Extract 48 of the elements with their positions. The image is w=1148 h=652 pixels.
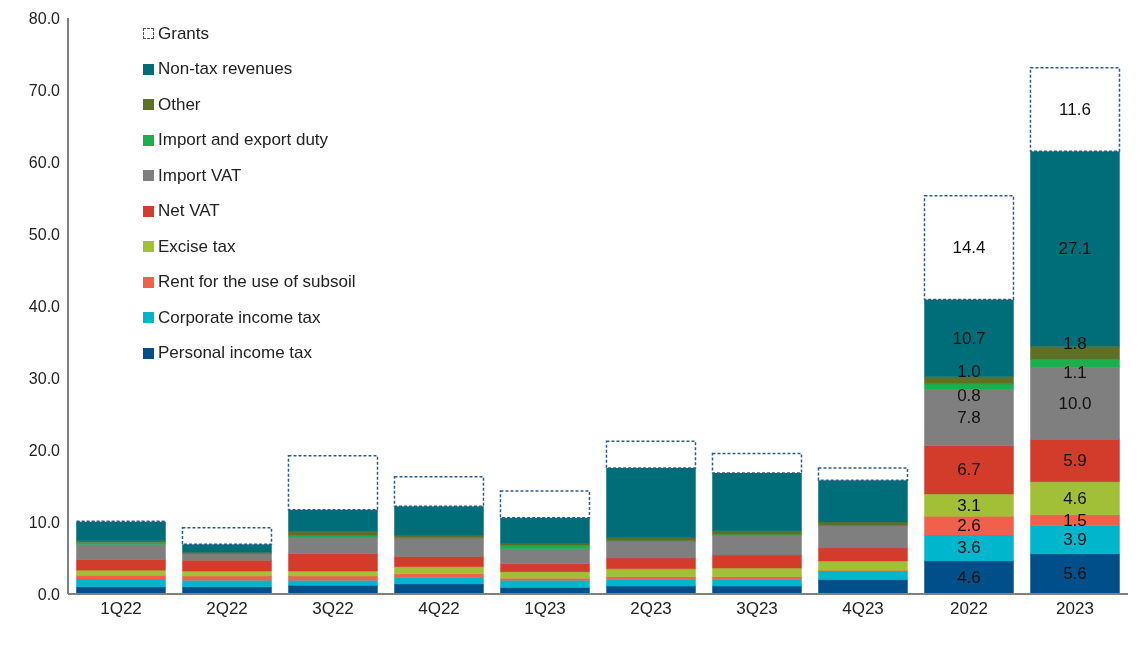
x-tick-label: 2022 [950, 599, 988, 619]
y-tick-label: 70.0 [28, 81, 61, 99]
x-tick-label: 4Q22 [418, 599, 460, 619]
data-label: 5.9 [1063, 450, 1087, 470]
data-label: 7.8 [957, 408, 981, 428]
data-label: 1.0 [957, 361, 981, 381]
x-tick-label: 1Q22 [100, 599, 142, 619]
legend-label: Import VAT [158, 165, 242, 186]
data-label: 4.6 [957, 567, 981, 587]
y-tick-label: 80.0 [28, 9, 61, 27]
x-tick-label: 1Q23 [524, 599, 566, 619]
x-tick-label: 2023 [1056, 599, 1094, 619]
data-label: 10.7 [952, 328, 986, 348]
data-label: 14.4 [952, 238, 986, 258]
legend-label: Rent for the use of subsoil [158, 272, 356, 293]
legend-label: Corporate income tax [158, 307, 321, 328]
x-tick-label: 2Q23 [630, 599, 672, 619]
x-tick-label: 3Q23 [736, 599, 778, 619]
y-tick-label: 20.0 [28, 441, 61, 459]
legend-label: Net VAT [158, 201, 220, 222]
y-tick-label: 10.0 [28, 513, 61, 531]
data-label: 5.6 [1063, 564, 1087, 584]
y-tick-label: 50.0 [28, 225, 61, 243]
y-tick-label: 30.0 [28, 369, 61, 387]
y-tick-label: 0.0 [37, 585, 61, 603]
data-label: 3.6 [957, 538, 981, 558]
y-tick-label: 60.0 [28, 153, 61, 171]
data-label: 2.6 [957, 516, 981, 536]
data-label: 11.6 [1059, 99, 1091, 119]
x-tick-label: 4Q23 [842, 599, 884, 619]
x-tick-label: 2Q22 [206, 599, 248, 619]
data-label: 3.1 [957, 495, 981, 515]
legend-label: Other [158, 94, 201, 115]
data-label: 1.1 [1063, 362, 1087, 382]
legend-label: Personal income tax [158, 343, 313, 364]
data-label: 6.7 [957, 460, 981, 480]
legend-label: Non-tax revenues [158, 59, 293, 80]
data-label: 1.5 [1063, 510, 1087, 530]
legend-label: Import and export duty [158, 130, 329, 151]
legend-label: Grants [158, 23, 210, 44]
data-label: 0.8 [957, 386, 981, 406]
x-tick-label: 3Q22 [312, 599, 354, 619]
y-tick-label: 40.0 [28, 297, 61, 315]
data-label: 27.1 [1058, 239, 1092, 259]
data-label: 3.9 [1063, 530, 1087, 550]
legend-label: Excise tax [158, 236, 236, 257]
data-label: 10.0 [1058, 393, 1092, 413]
data-label: 4.6 [1063, 488, 1087, 508]
